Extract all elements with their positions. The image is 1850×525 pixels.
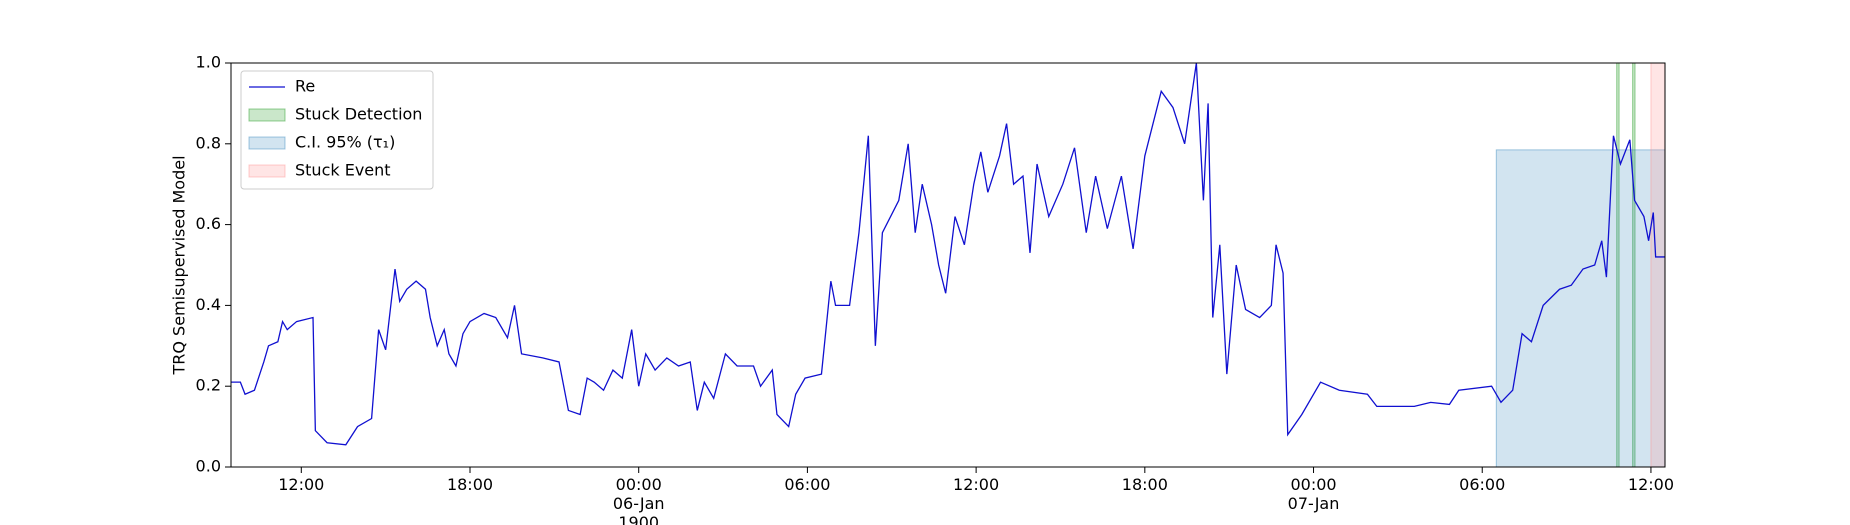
- axes-frame: [230, 62, 1666, 468]
- x-tick-label: 12:00: [953, 475, 1000, 494]
- y-axis-label: TRQ Semisupervised Model: [170, 155, 189, 375]
- y-tick-label: 0.4: [196, 295, 221, 314]
- x-tick-label: 18:00: [446, 475, 494, 494]
- legend-box: [240, 70, 434, 190]
- y-tick-label: 0.8: [196, 133, 221, 152]
- legend-label: C.I. 95% (τ₁): [295, 133, 395, 152]
- x-tick-label: 12:00: [1627, 475, 1674, 494]
- y-tick-label: 0.0: [196, 457, 221, 476]
- legend-swatch: [248, 164, 286, 178]
- x-tick-label: 00:00 06-Jan 1900: [612, 475, 665, 525]
- legend-swatch: [248, 108, 286, 122]
- legend: Re Stuck Detection C.I. 95% (τ₁) Stuck Even…: [240, 70, 434, 190]
- legend-swatch: [248, 136, 286, 150]
- x-tick-label: 18:00: [1121, 475, 1168, 494]
- x-tick-label: 00:00 07-Jan: [1287, 475, 1340, 513]
- x-tick-label: 06:00: [784, 475, 831, 494]
- data-line: [231, 62, 1665, 446]
- x-tick-label: 12:00: [278, 475, 325, 494]
- y-tick-label: 1.0: [196, 53, 221, 72]
- legend-label: Stuck Event: [295, 161, 391, 180]
- legend-label: Stuck Detection: [295, 105, 422, 124]
- y-tick-label: 0.6: [196, 214, 221, 233]
- region-span: [1650, 62, 1666, 468]
- region-span: [1495, 149, 1666, 468]
- legend-label: Re: [295, 77, 315, 96]
- y-tick-label: 0.2: [196, 376, 221, 395]
- x-tick-label: 06:00: [1459, 475, 1506, 494]
- regions: [1495, 62, 1666, 468]
